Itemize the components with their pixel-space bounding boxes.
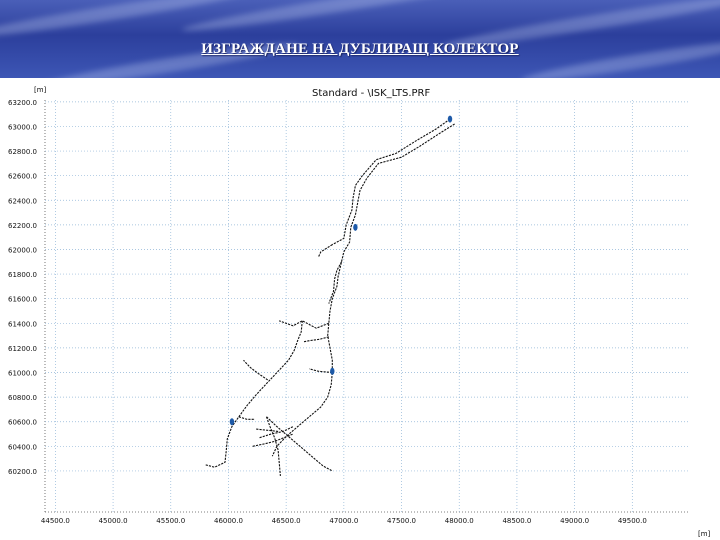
- network-segment: [256, 428, 280, 433]
- slide-title: ИЗГРАЖДАНЕ НА ДУБЛИРАЩ КОЛЕКТОР: [201, 41, 519, 57]
- network-segment: [243, 359, 269, 381]
- x-tick-label: 48500.0: [502, 517, 531, 525]
- y-tick-label: 62800.0: [8, 148, 37, 156]
- x-tick-label: 45500.0: [156, 517, 185, 525]
- profile-plot: 63200.0 63000.0 62800.0 62600.0 62400.0 62200…: [8, 86, 711, 538]
- manhole-marker: [330, 367, 335, 375]
- network-segment: [252, 433, 294, 447]
- y-tick-label: 61800.0: [8, 271, 37, 279]
- y-tick-label: 60400.0: [8, 443, 37, 451]
- manhole-markers: [229, 115, 453, 426]
- y-tick-label: 61000.0: [8, 370, 37, 378]
- network-segment: [279, 320, 329, 329]
- x-tick-label: 44500.0: [41, 517, 70, 525]
- network-segment: [265, 416, 281, 476]
- network-segment: [238, 416, 255, 420]
- y-axis-unit: [m]: [34, 86, 47, 94]
- manhole-marker: [447, 115, 453, 123]
- y-tick-label: 60800.0: [8, 394, 37, 402]
- y-tick-label: 61200.0: [8, 345, 37, 353]
- y-tick-label: 63200.0: [8, 99, 37, 107]
- y-tick-label: 61600.0: [8, 296, 37, 304]
- manhole-marker: [353, 223, 358, 231]
- x-tick-label: 48000.0: [445, 517, 474, 525]
- x-tick-label: 49000.0: [560, 517, 589, 525]
- network-segment: [205, 320, 303, 468]
- network-segment: [318, 244, 333, 258]
- x-tick-label: 45000.0: [99, 517, 128, 525]
- grid-lines: [44, 100, 690, 513]
- network-segment: [259, 426, 294, 439]
- network-segment: [303, 336, 329, 343]
- y-tick-label: 62000.0: [8, 246, 37, 254]
- y-tick-label: 61400.0: [8, 320, 37, 328]
- x-tick-label: 46000.0: [214, 517, 243, 525]
- x-tick-label: 46500.0: [272, 517, 301, 525]
- y-tick-label: 60600.0: [8, 419, 37, 427]
- x-tick-label: 49500.0: [618, 517, 647, 525]
- network-segment: [266, 416, 333, 472]
- y-tick-label: 62600.0: [8, 173, 37, 181]
- y-tick-label: 62200.0: [8, 222, 37, 230]
- plot-panel: [0, 78, 720, 540]
- network-segment: [332, 118, 451, 246]
- y-tick-label: 60200.0: [8, 468, 37, 476]
- y-tick-label: 63000.0: [8, 123, 37, 131]
- network-segment: [309, 368, 333, 374]
- x-axis-unit: [m]: [698, 530, 711, 538]
- network-lines: [205, 118, 455, 476]
- network-segment: [328, 261, 342, 304]
- manhole-marker: [229, 418, 235, 426]
- x-tick-label: 47000.0: [329, 517, 358, 525]
- tick-labels: 63200.0 63000.0 62800.0 62600.0 62400.0 62200…: [8, 99, 647, 525]
- x-tick-label: 47500.0: [387, 517, 416, 525]
- y-tick-label: 62400.0: [8, 197, 37, 205]
- network-segment: [271, 123, 455, 457]
- title-banner: ИЗГРАЖДАНЕ НА ДУБЛИРАЩ КОЛЕКТОР: [0, 0, 720, 78]
- plot-title: Standard - \ISK_LTS.PRF: [312, 88, 430, 99]
